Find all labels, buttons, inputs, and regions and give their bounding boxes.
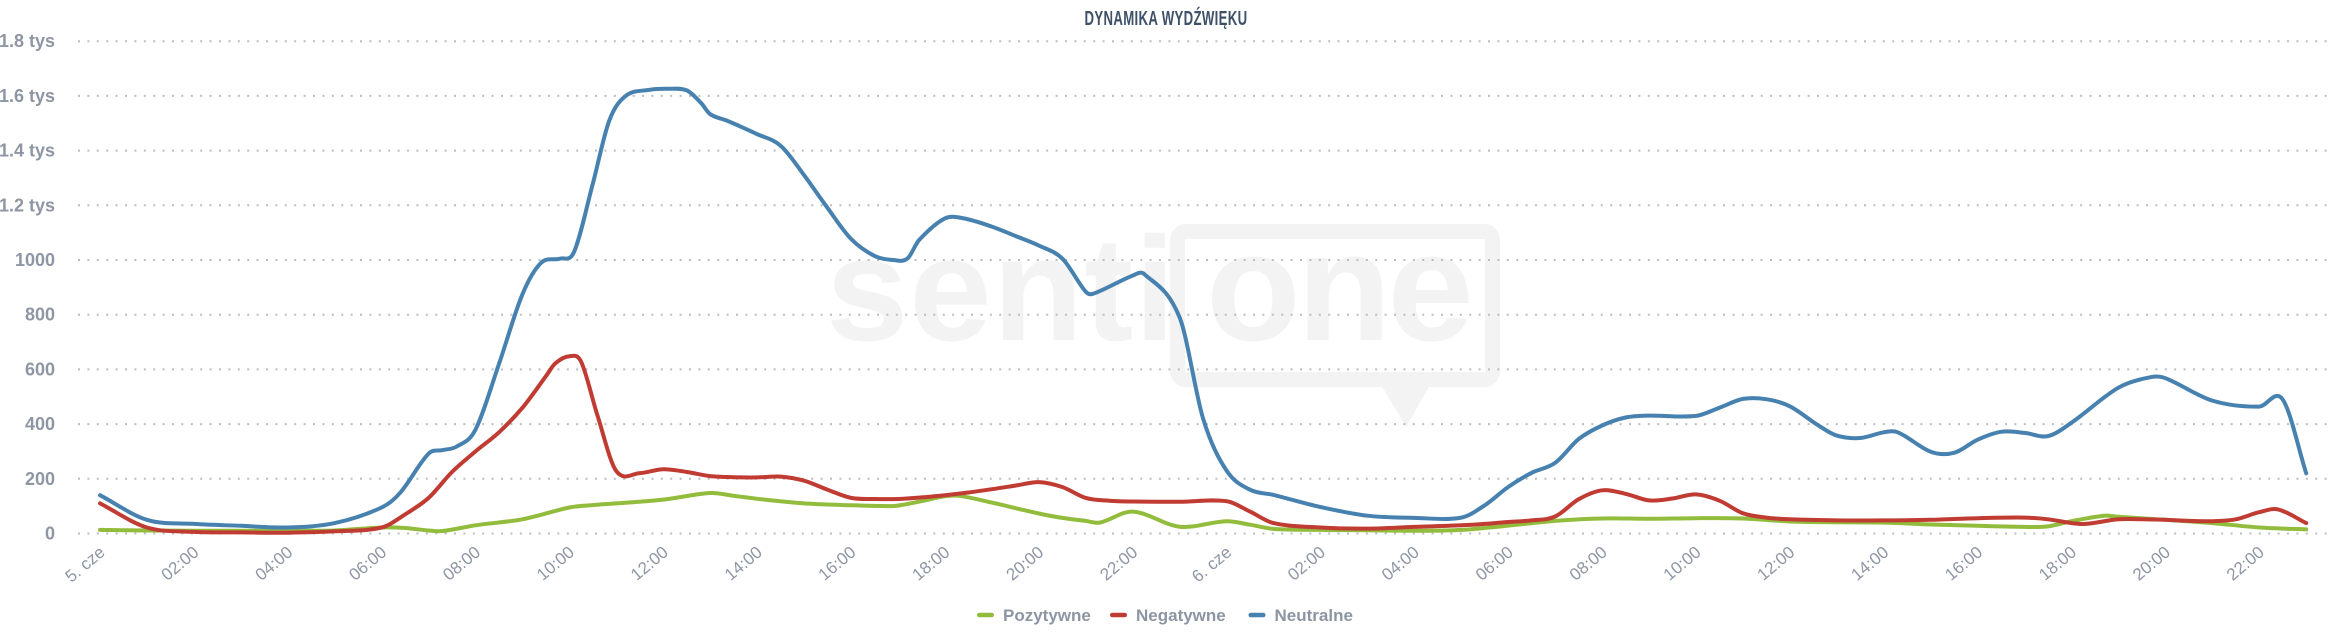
svg-text:1000: 1000 <box>15 250 55 270</box>
svg-text:600: 600 <box>25 359 55 379</box>
svg-text:1.6 tys: 1.6 tys <box>0 86 55 106</box>
svg-text:1.8 tys: 1.8 tys <box>0 31 55 51</box>
svg-text:one: one <box>1206 200 1470 373</box>
svg-text:200: 200 <box>25 469 55 489</box>
svg-text:1.2 tys: 1.2 tys <box>0 195 55 215</box>
svg-text:800: 800 <box>25 305 55 325</box>
svg-text:1.4 tys: 1.4 tys <box>0 141 55 161</box>
svg-text:Neutralne: Neutralne <box>1275 606 1353 625</box>
svg-text:Negatywne: Negatywne <box>1136 606 1226 625</box>
svg-text:400: 400 <box>25 414 55 434</box>
svg-text:Pozytywne: Pozytywne <box>1003 606 1091 625</box>
svg-text:senti: senti <box>826 207 1176 372</box>
svg-text:0: 0 <box>45 524 55 544</box>
svg-text:DYNAMIKA WYDŹWIĘKU: DYNAMIKA WYDŹWIĘKU <box>1084 7 1247 29</box>
